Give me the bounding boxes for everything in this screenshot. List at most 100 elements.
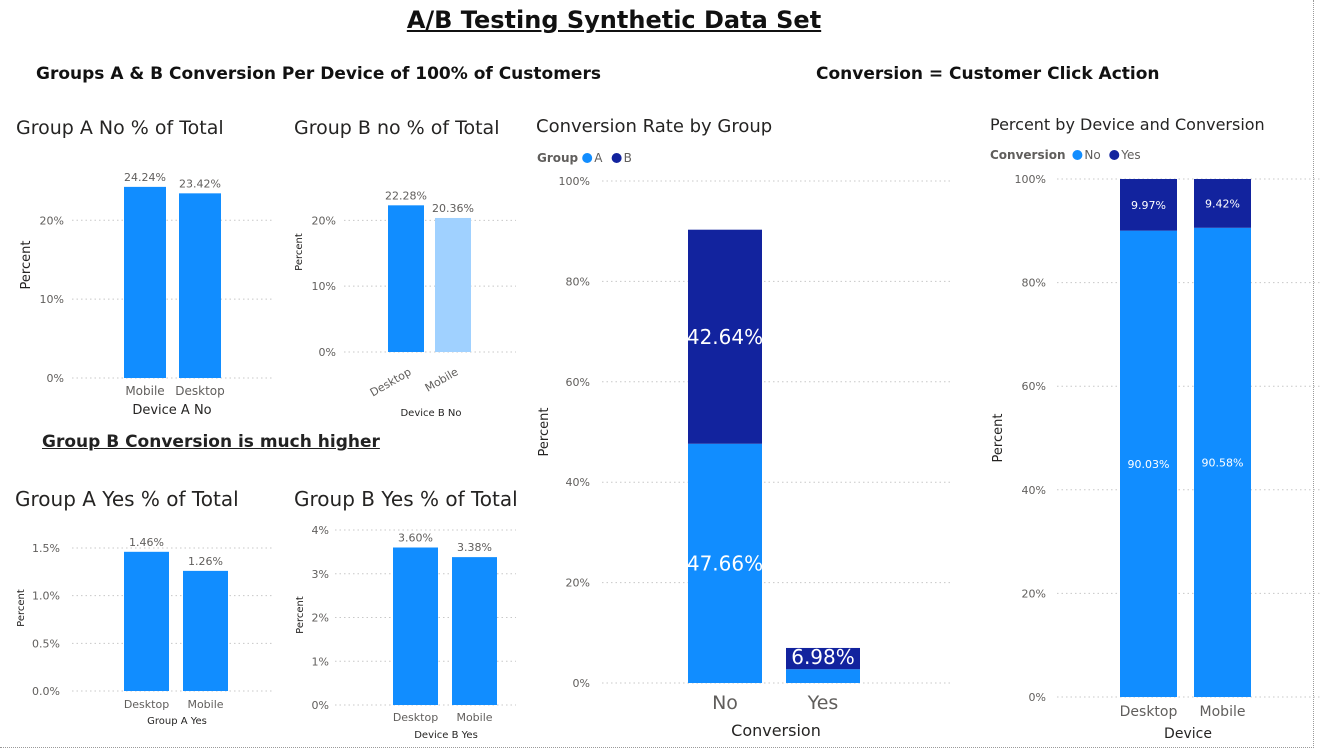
page-border-bottom xyxy=(0,747,1314,748)
y-tick-label: 10% xyxy=(40,293,64,306)
y-tick-label: 100% xyxy=(1015,173,1046,186)
legend-marker xyxy=(611,153,622,163)
bar-segment xyxy=(1120,179,1177,231)
section-heading-left: Groups A & B Conversion Per Device of 10… xyxy=(36,64,601,84)
chart-group-b-no[interactable]: Group B no % of Total 0% 10% 20% Percent Devi… xyxy=(294,117,516,419)
chart-percent-by-device-and-conversion[interactable]: Percent by Device and Conversion 0% 20% 40%… xyxy=(990,115,1320,742)
y-tick-label: 60% xyxy=(1022,380,1046,393)
x-tick-label: Mobile xyxy=(423,365,461,394)
y-tick-label: 40% xyxy=(566,476,590,489)
chart-conversion-rate-by-group[interactable]: Conversion Rate by Group 0% 20% 40% 60% 80% 10… xyxy=(536,116,950,740)
data-label: 1.46% xyxy=(129,536,164,549)
insight-note: Group B Conversion is much higher xyxy=(42,432,380,452)
y-tick-label: 0.0% xyxy=(32,685,60,698)
y-axis-label: Percent xyxy=(991,414,1006,463)
y-tick-label: 0% xyxy=(47,372,64,385)
x-tick-label: Mobile xyxy=(1200,704,1246,720)
y-tick-label: 80% xyxy=(1022,277,1046,290)
legend-item: A xyxy=(594,151,603,165)
y-tick-label: 0% xyxy=(1029,691,1046,704)
y-tick-label: 10% xyxy=(312,280,336,293)
y-tick-label: 0% xyxy=(312,699,329,712)
x-tick-label: No xyxy=(712,692,738,714)
page-border-right xyxy=(1313,0,1314,746)
chart-title: Group B no % of Total xyxy=(294,117,499,139)
x-tick-label: Desktop xyxy=(368,365,414,399)
y-axis-label: Percent xyxy=(537,408,552,457)
y-tick-label: 1% xyxy=(312,655,329,668)
y-tick-label: 40% xyxy=(1022,484,1046,497)
x-tick-label: Yes xyxy=(807,692,839,714)
legend-item: No xyxy=(1084,148,1100,162)
data-label: 9.97% xyxy=(1131,199,1166,212)
y-tick-label: 80% xyxy=(566,275,590,288)
x-axis-label: Device xyxy=(1164,726,1212,742)
y-tick-label: 0.5% xyxy=(32,637,60,650)
legend-marker xyxy=(1072,150,1083,160)
chart-title: Group A Yes % of Total xyxy=(15,487,239,511)
section-heading-right: Conversion = Customer Click Action xyxy=(816,64,1160,84)
legend-marker xyxy=(1109,150,1120,160)
y-tick-label: 20% xyxy=(1022,587,1046,600)
data-label: 42.64% xyxy=(687,325,763,349)
y-tick-label: 1.5% xyxy=(32,542,60,555)
y-axis-label: Percent xyxy=(294,233,305,271)
data-label: 23.42% xyxy=(179,177,221,190)
y-tick-label: 3% xyxy=(312,568,329,581)
y-tick-label: 4% xyxy=(312,524,329,537)
y-tick-label: 20% xyxy=(566,577,590,590)
x-axis-label: Device B Yes xyxy=(414,730,478,741)
x-tick-label: Desktop xyxy=(124,698,169,711)
chart-title: Group A No % of Total xyxy=(16,117,224,139)
data-label: 1.26% xyxy=(188,555,223,568)
bar xyxy=(452,557,497,705)
chart-group-a-no[interactable]: Group A No % of Total 0% 10% 20% Percent Devi… xyxy=(16,117,272,418)
legend-title: Group xyxy=(537,151,579,165)
x-tick-label: Mobile xyxy=(456,711,492,724)
data-label: 24.24% xyxy=(124,171,166,184)
chart-title: Conversion Rate by Group xyxy=(536,116,772,137)
y-tick-label: 20% xyxy=(40,214,64,227)
data-label: 47.66% xyxy=(687,552,763,576)
x-axis-label: Group A Yes xyxy=(147,716,207,727)
chart-title: Percent by Device and Conversion xyxy=(990,115,1265,134)
y-axis-label: Percent xyxy=(19,241,34,290)
bar-segment xyxy=(688,229,762,444)
bar xyxy=(183,570,228,691)
bar-segment xyxy=(786,647,860,670)
bar xyxy=(124,551,169,691)
y-tick-label: 60% xyxy=(566,376,590,389)
legend-title: Conversion xyxy=(990,148,1066,162)
legend-item: Yes xyxy=(1120,148,1140,162)
x-axis-label: Device A No xyxy=(132,403,211,418)
bar-segment xyxy=(1194,179,1251,228)
bar-segment xyxy=(1120,230,1177,698)
data-label: 22.28% xyxy=(385,189,427,202)
bar xyxy=(435,217,471,352)
bar-segment xyxy=(786,669,860,683)
data-label: 90.58% xyxy=(1202,456,1244,469)
bar xyxy=(124,186,166,378)
y-axis-label: Percent xyxy=(295,596,306,634)
data-label: 3.60% xyxy=(398,532,433,545)
data-label: 9.42% xyxy=(1205,197,1240,210)
bar xyxy=(393,547,438,705)
bar-segment xyxy=(688,443,762,683)
chart-group-a-yes[interactable]: Group A Yes % of Total 0.0% 0.5% 1.0% 1.5% Pe… xyxy=(15,487,272,727)
page-title: A/B Testing Synthetic Data Set xyxy=(406,6,822,34)
bar xyxy=(388,205,424,352)
data-label: 20.36% xyxy=(432,202,474,215)
x-tick-label: Desktop xyxy=(1120,704,1178,720)
y-tick-label: 0% xyxy=(319,346,336,359)
chart-group-b-yes[interactable]: Group B Yes % of Total 0% 1% 2% 3% 4% Percent D… xyxy=(294,487,518,741)
bar-segment xyxy=(1194,227,1251,697)
data-label: 6.98% xyxy=(791,645,855,669)
y-tick-label: 20% xyxy=(312,214,336,227)
x-tick-label: Mobile xyxy=(187,698,223,711)
y-tick-label: 0% xyxy=(573,677,590,690)
y-axis-label: Percent xyxy=(16,589,27,627)
x-axis-label: Device B No xyxy=(400,408,461,419)
data-label: 3.38% xyxy=(457,541,492,554)
legend-marker xyxy=(582,153,593,163)
